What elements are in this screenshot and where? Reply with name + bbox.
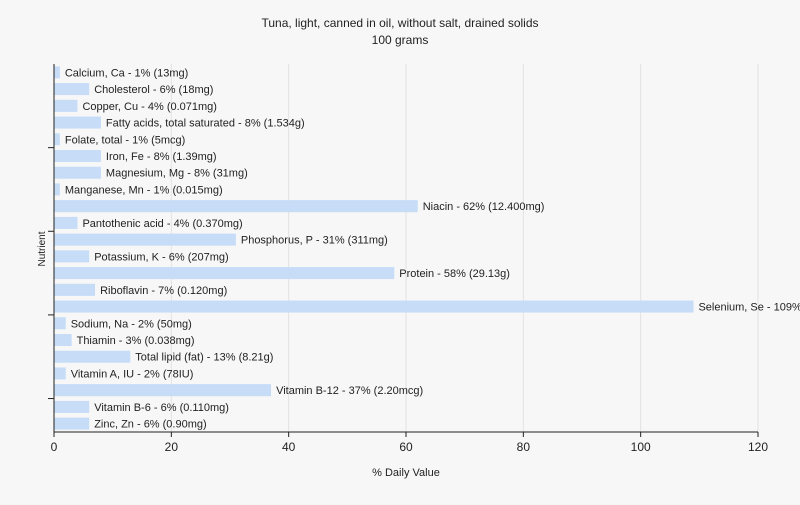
bar	[54, 334, 72, 346]
bar	[54, 300, 694, 313]
bar-label: Riboflavin - 7% (0.120mg)	[100, 285, 227, 297]
bar-label: Thiamin - 3% (0.038mg)	[77, 335, 195, 347]
bar	[54, 150, 101, 162]
bars: Calcium, Ca - 1% (13mg) Cholesterol - 6% …	[54, 66, 800, 431]
y-axis-label: Nutrient	[37, 231, 48, 266]
x-tick-label: 120	[748, 440, 768, 454]
bar-label: Protein - 58% (29.13g)	[399, 268, 510, 280]
bar-label: Pantothenic acid - 4% (0.370mg)	[82, 218, 242, 230]
x-tick-label: 40	[282, 440, 296, 454]
bar-label: Phosphorus, P - 31% (311mg)	[241, 235, 388, 247]
x-tick-label: 100	[631, 440, 651, 454]
bar-label: Cholesterol - 6% (18mg)	[94, 84, 213, 96]
bar	[54, 83, 90, 96]
bar	[54, 417, 90, 430]
x-tick-label: 0	[51, 440, 58, 454]
bar	[54, 216, 78, 229]
bar-label: Folate, total - 1% (5mcg)	[65, 134, 185, 146]
bar	[54, 350, 131, 363]
bar	[54, 233, 236, 246]
bar-label: Zinc, Zn - 6% (0.90mg)	[94, 419, 206, 431]
bar	[54, 200, 418, 213]
bar-label: Potassium, K - 6% (207mg)	[94, 251, 229, 263]
bar	[54, 133, 60, 146]
x-axis-label: % Daily Value	[372, 467, 440, 479]
bar-label: Calcium, Ca - 1% (13mg)	[65, 67, 188, 79]
x-tick-label: 80	[517, 440, 531, 454]
bar-label: Manganese, Mn - 1% (0.015mg)	[65, 184, 223, 196]
bar-label: Total lipid (fat) - 13% (8.21g)	[135, 352, 273, 364]
bar-label: Iron, Fe - 8% (1.39mg)	[106, 151, 217, 163]
x-tick-label: 60	[399, 440, 413, 454]
bar	[54, 166, 101, 179]
gridlines	[170, 64, 759, 432]
bar	[54, 283, 96, 296]
chart-subtitle: 100 grams	[372, 33, 429, 47]
chart-title: Tuna, light, canned in oil, without salt…	[261, 16, 538, 30]
bar-label: Vitamin A, IU - 2% (78IU)	[71, 368, 194, 380]
bar-label: Niacin - 62% (12.400mg)	[423, 201, 545, 213]
bar	[54, 66, 60, 79]
bar-label: Sodium, Na - 2% (50mg)	[71, 318, 192, 330]
bar-label: Vitamin B-6 - 6% (0.110mg)	[94, 402, 229, 414]
bar	[54, 367, 66, 380]
bar-label: Fatty acids, total saturated - 8% (1.534…	[106, 118, 305, 130]
bar	[54, 116, 101, 129]
axes: 0 20 40 60 80 100 120	[48, 64, 768, 454]
bar	[54, 250, 90, 263]
bar-label: Vitamin B-12 - 37% (2.20mcg)	[276, 385, 423, 397]
x-tick-label: 20	[165, 440, 179, 454]
bar	[54, 384, 272, 397]
bar	[54, 267, 395, 280]
bar	[54, 99, 78, 112]
bar	[54, 183, 60, 196]
bar	[54, 400, 90, 413]
bar-label: Selenium, Se - 109% (76.0mcg)	[698, 302, 800, 314]
bar-label: Magnesium, Mg - 8% (31mg)	[106, 168, 248, 180]
bar-label: Copper, Cu - 4% (0.071mg)	[82, 101, 217, 113]
bar	[54, 317, 66, 330]
